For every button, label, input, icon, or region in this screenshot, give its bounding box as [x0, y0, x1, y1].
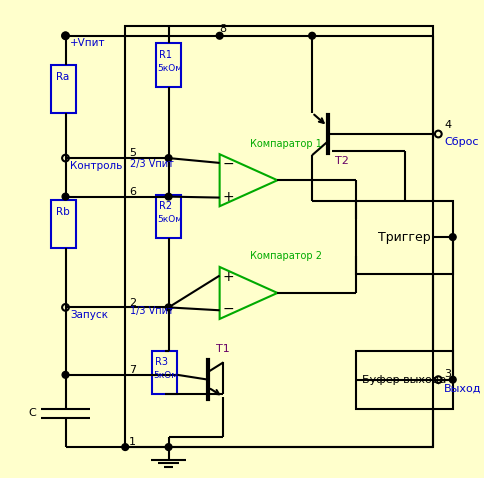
Bar — [125, 26, 433, 447]
Text: R3: R3 — [155, 357, 168, 367]
Text: 4: 4 — [443, 120, 450, 130]
Text: Контроль: Контроль — [70, 161, 122, 171]
Text: 5кОм: 5кОм — [157, 215, 182, 224]
Bar — [156, 195, 181, 238]
Text: 2/3 Vпит: 2/3 Vпит — [130, 159, 174, 169]
Circle shape — [62, 371, 69, 378]
Text: 5кОм: 5кОм — [157, 64, 182, 73]
Text: Триггер: Триггер — [378, 230, 430, 244]
Text: 1: 1 — [129, 437, 136, 447]
Text: Компаратор 1: Компаратор 1 — [250, 139, 322, 149]
Text: 5: 5 — [129, 148, 136, 158]
Circle shape — [165, 155, 172, 162]
Circle shape — [165, 193, 172, 200]
Circle shape — [62, 33, 69, 39]
Bar — [356, 201, 452, 274]
Text: 8: 8 — [219, 24, 227, 34]
Text: Компаратор 2: Компаратор 2 — [250, 251, 322, 261]
Bar — [152, 351, 177, 394]
Circle shape — [216, 33, 223, 39]
Text: T1: T1 — [215, 344, 229, 354]
Text: Rb: Rb — [56, 207, 70, 217]
Text: 6: 6 — [129, 187, 136, 197]
Circle shape — [449, 376, 455, 383]
Bar — [156, 43, 181, 87]
Text: Запуск: Запуск — [70, 310, 108, 320]
Text: R2: R2 — [159, 201, 172, 211]
Circle shape — [449, 234, 455, 240]
Text: Ra: Ra — [56, 72, 69, 82]
Text: T2: T2 — [334, 156, 348, 166]
Text: R1: R1 — [159, 50, 172, 60]
Text: Буфер выхода: Буфер выхода — [362, 375, 446, 385]
Bar — [51, 65, 76, 113]
Text: +Vпит: +Vпит — [70, 38, 106, 48]
Circle shape — [165, 304, 172, 311]
Text: +: + — [222, 190, 234, 204]
Text: Выход: Выход — [443, 383, 481, 393]
Circle shape — [308, 33, 315, 39]
Circle shape — [121, 444, 128, 450]
Text: C: C — [29, 408, 36, 418]
Text: −: − — [222, 302, 234, 316]
Circle shape — [165, 444, 172, 450]
Text: 2: 2 — [129, 298, 136, 307]
Text: 3: 3 — [443, 369, 450, 379]
Text: 5кОм: 5кОм — [153, 371, 178, 380]
Text: 1/3 Vпит: 1/3 Vпит — [130, 306, 173, 316]
Circle shape — [62, 193, 69, 200]
Text: Сброс: Сброс — [443, 137, 478, 147]
Bar — [51, 199, 76, 248]
Text: 7: 7 — [129, 365, 136, 375]
Text: +: + — [222, 270, 234, 283]
Bar — [356, 351, 452, 409]
Text: −: − — [222, 157, 234, 171]
